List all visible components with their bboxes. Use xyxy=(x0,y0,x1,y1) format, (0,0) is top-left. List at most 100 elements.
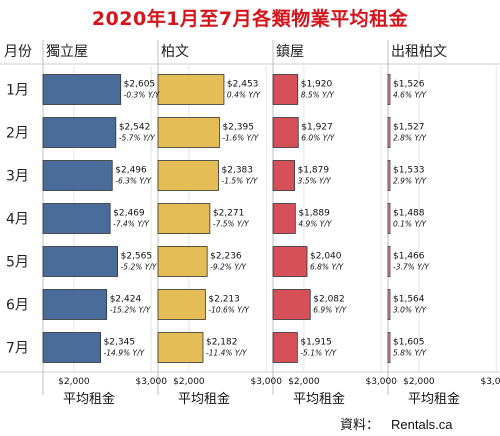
yoy-label: -11.4% Y/Y xyxy=(206,349,248,358)
bar-value-label: $1,605 xyxy=(393,338,425,348)
bar xyxy=(42,117,117,148)
x-tick-label: $3,000 xyxy=(135,377,167,387)
yoy-label: -5.1% Y/Y xyxy=(300,349,337,358)
panel-header: 獨立屋 xyxy=(46,44,88,60)
bar xyxy=(157,289,206,320)
x-axis-title: 平均租金 xyxy=(63,391,115,407)
bar-value-label: $1,915 xyxy=(300,338,332,348)
bar xyxy=(272,160,295,191)
bar-value-label: $2,383 xyxy=(222,166,254,176)
panel-header: 柏文 xyxy=(161,44,189,60)
bar-value-label: $1,466 xyxy=(393,252,425,262)
bar xyxy=(42,74,122,105)
bar-value-label: $2,236 xyxy=(210,252,242,262)
yoy-label: -10.6% Y/Y xyxy=(208,306,250,315)
yoy-label: 2.8% Y/Y xyxy=(393,134,428,143)
bar xyxy=(157,332,204,363)
yoy-label: 8.5% Y/Y xyxy=(301,91,336,100)
bar xyxy=(387,289,391,320)
yoy-label: -7.4% Y/Y xyxy=(113,220,150,229)
yoy-label: -0.3% Y/Y xyxy=(124,91,161,100)
x-axis-title: 平均租金 xyxy=(408,391,460,407)
yoy-label: 3.5% Y/Y xyxy=(298,177,333,186)
source-label: 資料： xyxy=(340,417,380,432)
bar-value-label: $2,213 xyxy=(208,295,240,305)
yoy-label: 6.9% Y/Y xyxy=(313,306,348,315)
bar-value-label: $1,920 xyxy=(301,80,333,90)
bar-value-label: $2,271 xyxy=(213,209,245,219)
yoy-label: -3.7% Y/Y xyxy=(393,263,430,272)
yoy-label: 6.0% Y/Y xyxy=(301,134,336,143)
yoy-label: 2.9% Y/Y xyxy=(393,177,428,186)
bar-value-label: $1,527 xyxy=(393,123,425,133)
yoy-label: -5.7% Y/Y xyxy=(119,134,156,143)
yoy-label: 5.8% Y/Y xyxy=(393,349,428,358)
panel-header: 鎮屋 xyxy=(276,44,304,60)
yoy-label: -14.9% Y/Y xyxy=(104,349,146,358)
bar xyxy=(387,160,391,191)
yoy-label: -9.2% Y/Y xyxy=(210,263,247,272)
bar xyxy=(272,74,299,105)
yoy-label: 0.1% Y/Y xyxy=(393,220,428,229)
yoy-label: 0.4% Y/Y xyxy=(227,91,262,100)
month-label: 1月 xyxy=(6,83,29,99)
bar-value-label: $2,496 xyxy=(115,166,147,176)
month-label: 7月 xyxy=(6,341,29,357)
yoy-label: 4.6% Y/Y xyxy=(393,91,428,100)
bar xyxy=(387,332,391,363)
bar xyxy=(157,74,225,105)
bar xyxy=(42,289,108,320)
bar xyxy=(387,246,391,277)
bar-value-label: $2,565 xyxy=(121,252,153,262)
yoy-label: -6.3% Y/Y xyxy=(115,177,152,186)
x-tick-label: $2,000 xyxy=(58,377,90,387)
bar-value-label: $2,082 xyxy=(313,295,345,305)
month-label: 3月 xyxy=(6,169,29,185)
chart-title: 2020年1月至7月各類物業平均租金 xyxy=(91,8,409,30)
yoy-label: -7.5% Y/Y xyxy=(213,220,250,229)
bar-value-label: $2,453 xyxy=(227,80,258,90)
bar-value-label: $2,469 xyxy=(113,209,145,219)
yoy-label: -1.5% Y/Y xyxy=(222,177,259,186)
bar xyxy=(387,117,391,148)
panel-header: 出租柏文 xyxy=(391,44,447,60)
bar-value-label: $1,533 xyxy=(393,166,425,176)
yoy-label: -15.2% Y/Y xyxy=(110,306,152,315)
bar xyxy=(42,332,101,363)
month-label: 5月 xyxy=(6,255,29,271)
bar xyxy=(272,117,299,148)
yoy-label: 3.0% Y/Y xyxy=(393,306,428,315)
bar-value-label: $2,040 xyxy=(310,252,342,262)
bar-value-label: $2,605 xyxy=(124,80,155,90)
x-tick-label: $3,000 xyxy=(250,377,282,387)
bar-value-label: $2,424 xyxy=(110,295,142,305)
bar-value-label: $2,182 xyxy=(206,338,238,348)
bar-value-label: $1,564 xyxy=(393,295,425,305)
bar xyxy=(387,74,391,105)
bar xyxy=(272,246,308,277)
bar xyxy=(157,203,211,234)
month-label: 2月 xyxy=(6,126,29,142)
month-column-header: 月份 xyxy=(4,44,32,60)
bar-value-label: $2,395 xyxy=(222,123,254,133)
yoy-label: -1.6% Y/Y xyxy=(222,134,259,143)
yoy-label: 4.9% Y/Y xyxy=(298,220,333,229)
bar-value-label: $1,526 xyxy=(393,80,425,90)
source-note: 資料： Rentals.ca xyxy=(340,414,452,433)
bar xyxy=(272,203,296,234)
yoy-label: -5.2% Y/Y xyxy=(121,263,158,272)
bar-value-label: $1,927 xyxy=(301,123,333,133)
bar-value-label: $2,345 xyxy=(104,338,136,348)
month-label: 4月 xyxy=(6,212,29,228)
bar-value-label: $1,488 xyxy=(393,209,425,219)
x-tick-label: $2,000 xyxy=(403,377,435,387)
x-tick-label: $2,000 xyxy=(173,377,205,387)
bar xyxy=(157,246,208,277)
bar xyxy=(42,246,118,277)
bar-value-label: $1,879 xyxy=(298,166,330,176)
bar xyxy=(42,203,111,234)
source-name: Rentals.ca xyxy=(391,417,453,432)
bar xyxy=(42,160,113,191)
bar-value-label: $1,889 xyxy=(298,209,330,219)
bar xyxy=(157,160,219,191)
